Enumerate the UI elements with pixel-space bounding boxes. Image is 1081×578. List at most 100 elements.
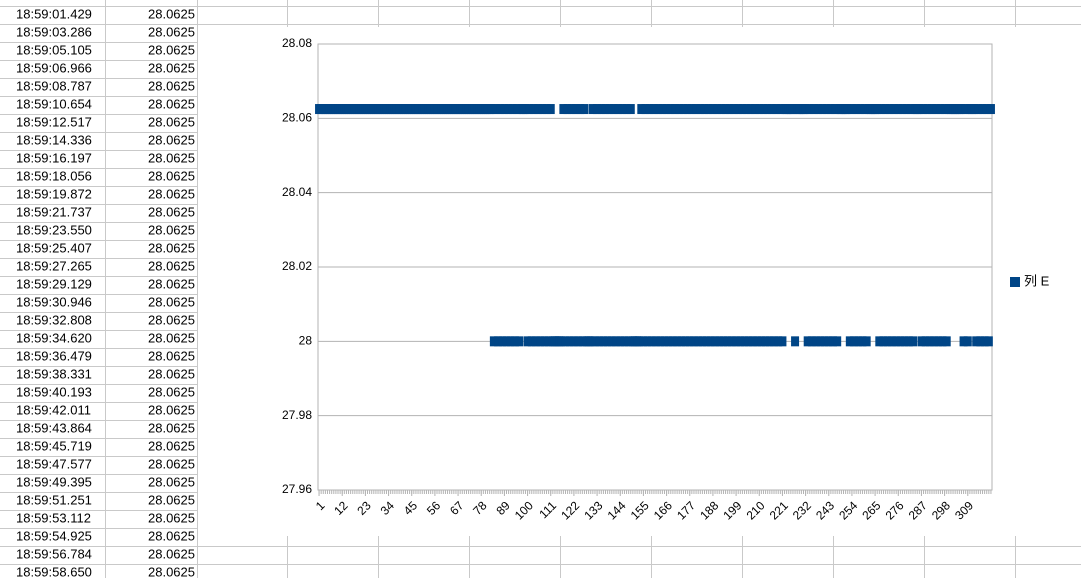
- point: [599, 336, 608, 347]
- point: [917, 336, 926, 347]
- point: [934, 336, 943, 347]
- point: [567, 104, 576, 115]
- point: [618, 104, 627, 115]
- point: [603, 336, 612, 347]
- point: [810, 104, 819, 115]
- point: [626, 104, 635, 115]
- value-cell: 28.0625: [148, 186, 195, 201]
- chart-area: [198, 27, 1081, 536]
- point: [856, 104, 865, 115]
- time-cell: 18:59:30.946: [16, 294, 92, 309]
- time-cell: 18:59:27.265: [16, 258, 92, 273]
- point: [980, 336, 989, 347]
- time-cell: 18:59:14.336: [16, 132, 92, 147]
- point: [921, 336, 930, 347]
- point: [959, 336, 968, 347]
- point: [778, 336, 787, 347]
- time-cell: 18:59:08.787: [16, 78, 92, 93]
- point: [763, 104, 772, 115]
- time-cell: 18:59:51.251: [16, 492, 92, 507]
- y-tick-label: 28: [299, 334, 313, 348]
- point: [624, 336, 633, 347]
- point: [506, 336, 515, 347]
- point: [527, 336, 536, 347]
- point: [523, 336, 532, 347]
- point: [877, 104, 886, 115]
- point: [561, 336, 570, 347]
- value-cell: 28.0625: [148, 150, 195, 165]
- time-cell: 18:59:40.193: [16, 384, 92, 399]
- point: [704, 104, 713, 115]
- point: [696, 104, 705, 115]
- point: [847, 104, 856, 115]
- point: [862, 336, 871, 347]
- point: [826, 104, 835, 115]
- point: [588, 104, 597, 115]
- point: [673, 336, 682, 347]
- point: [843, 104, 852, 115]
- point: [620, 336, 629, 347]
- point: [601, 104, 610, 115]
- point: [668, 336, 677, 347]
- point: [904, 336, 913, 347]
- point: [734, 104, 743, 115]
- point: [818, 104, 827, 115]
- time-cell: 18:59:18.056: [16, 168, 92, 183]
- value-cell: 28.0625: [148, 240, 195, 255]
- point: [765, 336, 774, 347]
- point: [557, 336, 566, 347]
- point: [850, 336, 859, 347]
- point: [974, 104, 983, 115]
- point: [622, 104, 631, 115]
- point: [536, 336, 545, 347]
- point: [970, 104, 979, 115]
- legend-swatch: [1010, 277, 1020, 287]
- point: [531, 336, 540, 347]
- point: [919, 104, 928, 115]
- time-cell: 18:59:10.654: [16, 96, 92, 111]
- point: [489, 336, 498, 347]
- point: [776, 104, 785, 115]
- point: [597, 104, 606, 115]
- point: [510, 336, 519, 347]
- time-cell: 18:59:38.331: [16, 366, 92, 381]
- point: [637, 104, 646, 115]
- time-cell: 18:59:29.129: [16, 276, 92, 291]
- value-cell: 28.0625: [148, 258, 195, 273]
- value-cell: 28.0625: [148, 42, 195, 57]
- point: [529, 104, 538, 115]
- time-cell: 18:59:36.479: [16, 348, 92, 363]
- point: [833, 336, 842, 347]
- point: [496, 104, 505, 115]
- point: [675, 104, 684, 115]
- value-cell: 28.0625: [148, 168, 195, 183]
- value-cell: 28.0625: [148, 132, 195, 147]
- time-cell: 18:59:43.864: [16, 420, 92, 435]
- point: [671, 104, 680, 115]
- point: [504, 104, 513, 115]
- value-cell: 28.0625: [148, 24, 195, 39]
- point: [942, 336, 951, 347]
- point: [892, 336, 901, 347]
- time-cell: 18:59:53.112: [16, 510, 91, 525]
- point: [984, 336, 993, 347]
- point: [614, 104, 623, 115]
- value-cell: 28.0625: [148, 294, 195, 309]
- point: [729, 104, 738, 115]
- point: [887, 336, 896, 347]
- y-tick-label: 28.08: [282, 36, 312, 50]
- point: [677, 336, 686, 347]
- point: [930, 336, 939, 347]
- time-cell: 18:59:25.407: [16, 240, 92, 255]
- value-cell: 28.0625: [148, 96, 195, 111]
- point: [500, 104, 509, 115]
- point: [525, 104, 534, 115]
- point: [873, 104, 882, 115]
- y-tick-label: 28.06: [282, 111, 312, 125]
- point: [689, 336, 698, 347]
- point: [635, 336, 644, 347]
- point: [666, 104, 675, 115]
- time-cell: 18:59:56.784: [16, 546, 92, 561]
- point: [816, 336, 825, 347]
